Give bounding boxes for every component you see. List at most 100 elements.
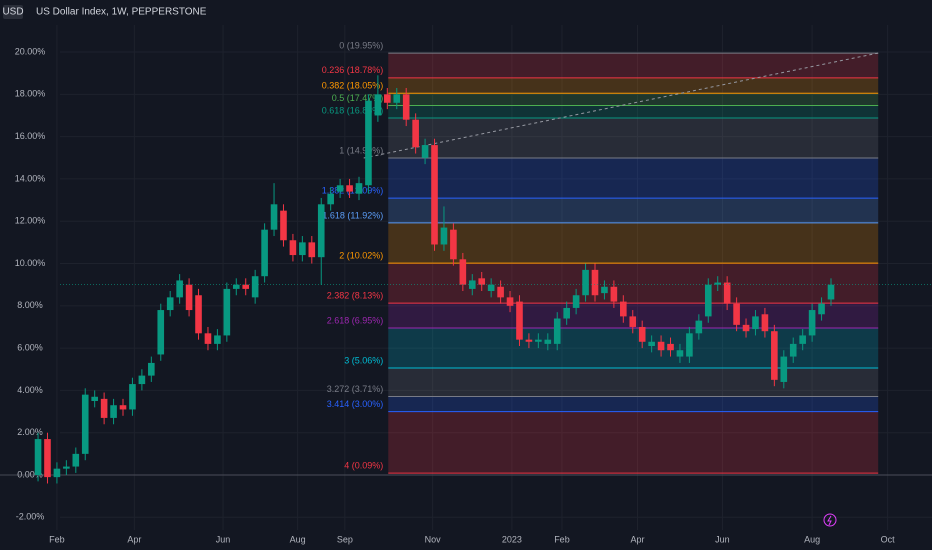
- x-tick-label: Apr: [127, 534, 141, 544]
- candle-body: [676, 350, 684, 357]
- fib-band: [388, 77, 879, 94]
- candle-body: [780, 356, 788, 382]
- candle-body: [771, 331, 778, 380]
- y-tick-label: 12.00%: [15, 216, 46, 226]
- x-tick-label: Aug: [804, 534, 820, 544]
- candle-body: [695, 320, 703, 334]
- candle-body: [81, 394, 89, 454]
- fib-label: 2.382 (8.13%): [327, 290, 384, 300]
- candle-body: [53, 468, 61, 478]
- candle-body: [440, 227, 448, 245]
- candle-body: [667, 343, 674, 351]
- symbol[interactable]: USD: [2, 7, 23, 18]
- candle-body: [317, 204, 325, 258]
- candle-body: [374, 94, 382, 116]
- candle-body: [148, 362, 155, 376]
- candle-body: [242, 284, 250, 289]
- candle-body: [34, 439, 42, 476]
- candle-body: [487, 284, 495, 292]
- candle-body: [818, 303, 825, 315]
- candle-body: [308, 242, 316, 258]
- candle-body: [610, 286, 618, 302]
- candle-body: [808, 310, 816, 336]
- candle-body: [497, 286, 504, 298]
- candle-body: [299, 242, 306, 256]
- x-tick-label: 2023: [502, 534, 522, 544]
- candle-body: [620, 301, 627, 317]
- chart-title: US Dollar Index, 1W, PEPPERSTONE: [36, 7, 207, 18]
- candle-body: [591, 269, 599, 296]
- fib-label: 4 (0.09%): [344, 460, 383, 470]
- x-tick-label: Nov: [425, 534, 442, 544]
- candle-body: [450, 229, 457, 260]
- candle-body: [336, 185, 344, 192]
- candle-body: [251, 276, 259, 298]
- x-tick-label: Feb: [554, 534, 570, 544]
- candle-body: [468, 280, 476, 289]
- candle-body: [752, 316, 759, 330]
- y-tick-label: 6.00%: [17, 342, 43, 352]
- candle-body: [63, 466, 70, 469]
- candle-body: [138, 375, 146, 385]
- candle-body: [431, 145, 438, 245]
- candle-body: [129, 384, 136, 410]
- candle-body: [582, 269, 589, 296]
- symbol-box[interactable]: [3, 5, 23, 19]
- candle-body: [516, 301, 523, 340]
- candle-body: [544, 339, 552, 344]
- fib-label: 2.618 (6.95%): [327, 315, 384, 325]
- fib-band: [388, 222, 879, 264]
- candle-body: [799, 335, 806, 344]
- x-tick-label: Apr: [630, 534, 644, 544]
- candle-body: [232, 284, 240, 289]
- fib-label: 1 (14.99%): [339, 145, 383, 155]
- candle-body: [100, 398, 108, 418]
- candle-body: [346, 185, 353, 192]
- candle-body: [459, 259, 467, 285]
- candle-body: [261, 229, 268, 277]
- candle-body: [185, 284, 193, 311]
- candle-body: [195, 295, 202, 334]
- candle-body: [421, 145, 429, 158]
- y-tick-label: 0.00%: [17, 469, 43, 479]
- candle-body: [402, 94, 410, 120]
- candle-body: [72, 453, 80, 467]
- fib-band: [388, 157, 879, 199]
- candle-body: [44, 439, 51, 478]
- candle-body: [166, 297, 174, 311]
- candle-body: [157, 310, 165, 355]
- candle-body: [478, 278, 486, 285]
- icon[interactable]: [823, 513, 837, 527]
- candle-body: [176, 280, 183, 298]
- fib-band: [388, 367, 879, 397]
- y-tick-label: 20.00%: [15, 46, 46, 56]
- candle-body: [204, 333, 212, 344]
- candle-body: [761, 314, 769, 332]
- fib-label: 0.236 (18.78%): [322, 65, 384, 75]
- y-tick-label: 8.00%: [17, 300, 43, 310]
- candle-body: [289, 240, 297, 256]
- fib-label: 0.382 (18.05%): [322, 81, 384, 91]
- x-tick-label: Feb: [49, 534, 65, 544]
- fib-label: 0.5 (17.47%): [332, 93, 384, 103]
- fib-band: [388, 411, 879, 474]
- candle-body: [827, 284, 835, 300]
- candle-body: [214, 335, 221, 344]
- y-tick-label: -2.00%: [16, 512, 45, 522]
- candle-body: [110, 405, 117, 418]
- candle-body: [601, 286, 608, 294]
- candle-body: [553, 318, 561, 344]
- candle-body: [629, 316, 637, 327]
- candle-body: [714, 282, 722, 285]
- fib-band: [388, 328, 879, 368]
- candle-body: [223, 288, 231, 336]
- candle-body: [535, 339, 542, 342]
- candle-body: [506, 297, 514, 306]
- candle-body: [789, 343, 797, 357]
- fib-label: 0.618 (16.88%): [322, 105, 384, 115]
- x-tick-label: Jun: [216, 534, 231, 544]
- candle-body: [384, 94, 391, 103]
- y-tick-label: 16.00%: [15, 131, 46, 141]
- candle-body: [525, 339, 533, 342]
